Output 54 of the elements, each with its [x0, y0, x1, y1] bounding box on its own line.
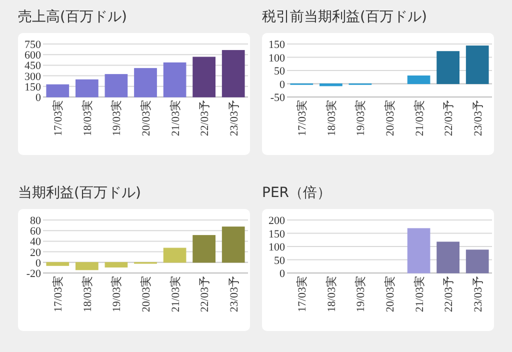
y-tick-label: 50	[274, 66, 286, 78]
y-tick-label: 100	[268, 52, 286, 64]
chart-title: 税引前当期利益(百万ドル)	[262, 9, 427, 25]
y-tick-label: 100	[268, 242, 286, 254]
y-tick-label: 40	[30, 236, 42, 248]
x-tick-label: 17/03実	[52, 276, 65, 312]
x-tick-label: 20/03実	[140, 100, 152, 136]
x-tick-label: 18/03実	[324, 100, 338, 136]
y-tick-label: 600	[24, 50, 42, 62]
chart-title: 当期利益(百万ドル)	[18, 185, 141, 201]
x-tick-label: 20/03実	[384, 276, 396, 312]
x-tick-label: 22/03予	[443, 276, 456, 312]
x-tick-label: 22/03予	[443, 100, 456, 136]
y-tick-label: 750	[24, 39, 42, 51]
x-tick-label: 23/03予	[472, 100, 484, 136]
chart-title: PER（倍）	[262, 185, 332, 201]
x-tick-label: 21/03実	[168, 100, 182, 136]
x-tick-label: 21/03実	[412, 276, 426, 312]
chart-title: 売上高(百万ドル)	[18, 9, 127, 25]
y-tick-label: 60	[30, 226, 42, 238]
x-tick-label: 17/03実	[296, 100, 309, 136]
x-tick-label: 18/03実	[80, 100, 94, 136]
x-tick-label: 19/03実	[354, 276, 368, 312]
y-tick-label: 200	[268, 215, 286, 227]
x-tick-label: 18/03実	[324, 276, 338, 312]
x-tick-label: 20/03実	[384, 100, 396, 136]
x-tick-label: 23/03予	[228, 100, 240, 136]
x-tick-label: 23/03予	[228, 276, 240, 312]
x-tick-label: 17/03実	[52, 100, 65, 136]
x-tick-label: 22/03予	[199, 276, 212, 312]
y-tick-label: 0	[36, 257, 42, 270]
x-tick-label: 21/03実	[168, 276, 182, 312]
x-tick-label: 18/03実	[80, 276, 94, 312]
y-tick-label: 150	[268, 228, 286, 240]
y-tick-label: 0	[280, 78, 286, 91]
x-tick-label: 17/03実	[296, 276, 309, 312]
y-tick-label: 150	[24, 81, 42, 94]
y-tick-label: 20	[30, 246, 42, 259]
y-tick-label: 300	[24, 70, 42, 83]
x-tick-label: 19/03実	[110, 100, 124, 136]
x-tick-label: 19/03実	[354, 100, 368, 136]
y-tick-label: 450	[24, 60, 42, 72]
y-tick-label: 0	[36, 92, 42, 104]
y-tick-label: 50	[274, 254, 286, 267]
y-tick-label: 0	[280, 268, 286, 280]
x-tick-label: 23/03予	[472, 276, 484, 312]
x-tick-label: 20/03実	[140, 276, 152, 312]
x-tick-label: 21/03実	[412, 100, 426, 136]
x-tick-label: 22/03予	[199, 100, 212, 136]
y-tick-label: 80	[30, 215, 42, 227]
y-tick-label: -20	[26, 268, 42, 280]
x-tick-label: 19/03実	[110, 276, 124, 312]
y-tick-label: -50	[270, 92, 286, 104]
y-tick-label: 150	[268, 39, 286, 51]
